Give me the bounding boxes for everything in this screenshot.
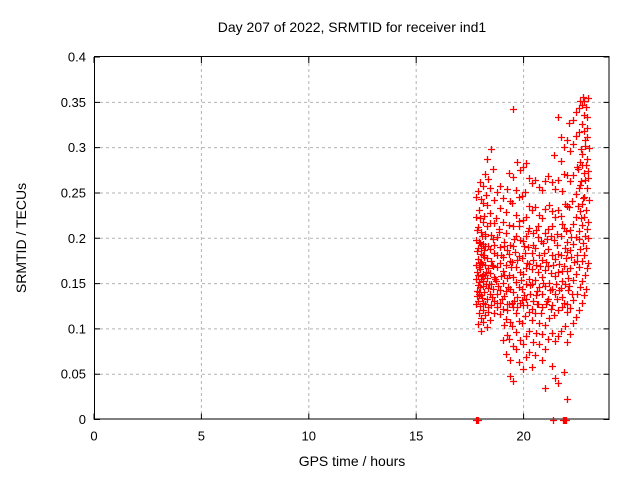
y-tick-label: 0.2 [68,231,86,246]
chart-title: Day 207 of 2022, SRMTID for receiver ind… [217,19,487,35]
y-tick-label: 0.1 [68,321,86,336]
x-tick-label: 15 [409,429,423,444]
y-tick-label: 0.05 [61,367,86,382]
x-tick-label: 5 [198,429,205,444]
y-tick-label: 0.15 [61,276,86,291]
x-tick-label: 0 [90,429,97,444]
plot-border [94,56,610,420]
y-tick-label: 0.4 [68,50,86,65]
axis-ticks [93,56,610,420]
x-axis-label: GPS time / hours [298,453,406,469]
y-tick-label: 0.3 [68,140,86,155]
y-tick-label: 0.25 [61,185,86,200]
y-tick-label: 0 [79,412,86,427]
x-tick-label: 20 [516,429,530,444]
x-tick-label: 10 [302,429,316,444]
scatter-points [473,94,593,424]
y-tick-label: 0.35 [61,95,86,110]
